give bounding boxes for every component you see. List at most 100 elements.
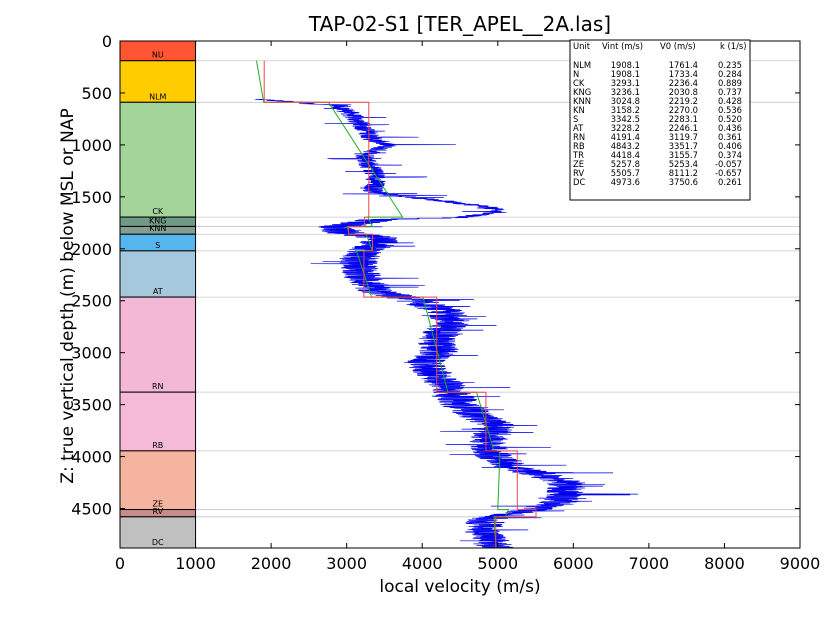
unit-label: CK <box>152 207 164 216</box>
legend-cell: 5257.8 <box>611 159 640 169</box>
x-tick-label: 5000 <box>477 554 518 573</box>
legend-cell: KN <box>573 105 585 115</box>
legend-cell: 0.374 <box>718 150 742 160</box>
legend-cell: KNG <box>573 87 591 97</box>
legend-cell: 0.428 <box>718 96 742 106</box>
unit-label: KNG <box>149 216 166 225</box>
legend-cell: 1761.4 <box>669 60 698 70</box>
legend-cell: 4973.6 <box>611 177 640 187</box>
legend-table: Unit Vint (m/s) V0 (m/s) k (1/s) NLM 1908.1 17… <box>569 39 751 201</box>
y-tick-label: 3500 <box>71 396 112 415</box>
legend-cell: 5253.4 <box>669 159 698 169</box>
y-tick-label: 3000 <box>71 344 112 363</box>
legend-cell: 1733.4 <box>669 69 698 79</box>
legend-cell: 3119.7 <box>669 132 698 142</box>
legend-cell: -0.657 <box>715 168 742 178</box>
legend-header: Vint (m/s) <box>602 41 643 51</box>
x-tick-label: 0 <box>115 554 125 573</box>
legend-cell: ZE <box>573 159 584 169</box>
legend-cell: 2030.8 <box>669 87 698 97</box>
legend-cell: 3351.7 <box>669 141 698 151</box>
x-axis-title: local velocity (m/s) <box>379 577 540 597</box>
x-tick-label: 2000 <box>251 554 292 573</box>
legend-header: V0 (m/s) <box>660 41 696 51</box>
legend-cell: DC <box>573 177 585 187</box>
legend-cell: 0.520 <box>718 114 742 124</box>
legend-cell: 4191.4 <box>611 132 640 142</box>
legend-cell: 0.889 <box>718 78 742 88</box>
legend-header: k (1/s) <box>720 41 747 51</box>
legend-cell: 8111.2 <box>669 168 698 178</box>
y-tick-label: 4000 <box>71 448 112 467</box>
legend-cell: 3342.5 <box>611 114 640 124</box>
legend-cell: RN <box>573 132 585 142</box>
x-tick-label: 3000 <box>326 554 367 573</box>
legend-cell: 0.436 <box>718 123 742 133</box>
unit-label: RB <box>152 441 163 450</box>
y-axis-title: Z: true vertical depth (m) below MSL or … <box>58 108 78 483</box>
unit-label: S <box>155 241 160 250</box>
legend-cell: 2283.1 <box>669 114 698 124</box>
legend-cell: 3236.1 <box>611 87 640 97</box>
legend-cell: TR <box>572 150 584 160</box>
chart-title: TAP-02-S1 [TER_APEL__2A.las] <box>308 12 611 36</box>
y-tick-label: 1000 <box>71 136 112 155</box>
interval-velocity-line <box>263 60 537 548</box>
unit-label: NU <box>152 51 164 60</box>
legend-cell: 3158.2 <box>611 105 640 115</box>
legend-cell: NLM <box>573 60 591 70</box>
x-tick-label: 6000 <box>553 554 594 573</box>
legend-cell: 2219.2 <box>669 96 698 106</box>
axes: 0 1000 2000 3000 4000 5000 6000 7000 8000 9000 0 50… <box>71 32 820 573</box>
x-tick-label: 4000 <box>402 554 443 573</box>
legend-cell: AT <box>573 123 584 133</box>
legend-cell: -0.057 <box>715 159 742 169</box>
legend-cell: N <box>573 69 579 79</box>
y-tick-label: 2000 <box>71 240 112 259</box>
legend-cell: 2236.4 <box>669 78 698 88</box>
legend-box <box>569 39 751 201</box>
legend-cell: 0.235 <box>718 60 742 70</box>
legend-cell: 2246.1 <box>669 123 698 133</box>
legend-cell: 0.737 <box>718 87 742 97</box>
legend-cell: 0.536 <box>718 105 742 115</box>
legend-cell: 0.284 <box>718 69 742 79</box>
unit-label: AT <box>153 287 163 296</box>
legend-cell: 3155.7 <box>669 150 698 160</box>
unit-block <box>119 101 197 218</box>
legend-cell: 5505.7 <box>611 168 640 178</box>
plot-area <box>120 60 800 518</box>
legend-cell: 4418.4 <box>611 150 640 160</box>
legend-cell: RB <box>573 141 585 151</box>
unit-block <box>119 516 197 549</box>
legend-cell: CK <box>573 78 585 88</box>
x-tick-label: 7000 <box>629 554 670 573</box>
legend-cell: RV <box>573 168 584 178</box>
unit-label: DC <box>152 538 164 547</box>
model-velocity-line <box>256 60 510 548</box>
unit-label: ZE <box>153 500 164 509</box>
y-tick-label: 4500 <box>71 500 112 519</box>
legend-cell: 0.361 <box>718 132 742 142</box>
legend-header: Unit <box>573 41 591 51</box>
legend-cell: 3750.6 <box>669 177 698 187</box>
legend-cell: S <box>573 114 578 124</box>
unit-block <box>119 250 197 298</box>
legend-cell: 3293.1 <box>611 78 640 88</box>
series-layer <box>255 60 639 548</box>
x-tick-label: 9000 <box>780 554 821 573</box>
legend-cell: 1908.1 <box>611 60 640 70</box>
legend-cell: 3024.8 <box>611 96 640 106</box>
unit-label: RV <box>152 507 163 516</box>
unit-block <box>119 296 197 393</box>
unit-label: KNN <box>149 224 166 233</box>
x-tick-label: 1000 <box>175 554 216 573</box>
unit-label: RN <box>152 382 164 391</box>
legend-cell: 1908.1 <box>611 69 640 79</box>
unit-block <box>119 60 197 103</box>
legend-cell: 3228.2 <box>611 123 640 133</box>
y-tick-label: 500 <box>81 84 112 103</box>
x-tick-label: 8000 <box>704 554 745 573</box>
